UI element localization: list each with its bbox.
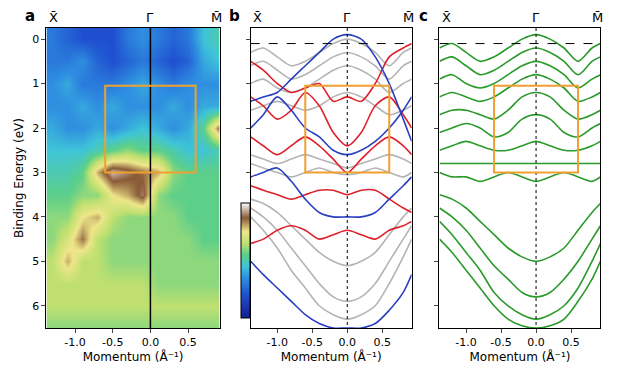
svg-text:0.0: 0.0 — [527, 336, 545, 349]
svg-text:X̄: X̄ — [253, 10, 262, 25]
svg-text:Γ̄: Γ̄ — [532, 10, 540, 25]
svg-text:X̄: X̄ — [442, 10, 451, 25]
svg-text:M̄: M̄ — [592, 10, 603, 25]
svg-text:a: a — [25, 7, 35, 25]
svg-text:3: 3 — [32, 166, 39, 179]
svg-text:-1.0: -1.0 — [64, 336, 85, 349]
svg-text:5: 5 — [32, 255, 39, 268]
svg-text:Binding Energy (eV): Binding Energy (eV) — [12, 118, 26, 238]
svg-text:6: 6 — [32, 300, 39, 313]
svg-text:4: 4 — [32, 211, 39, 224]
svg-text:M̄: M̄ — [403, 10, 414, 25]
svg-text:-0.5: -0.5 — [490, 336, 511, 349]
svg-text:Momentum (Å⁻¹): Momentum (Å⁻¹) — [281, 349, 382, 364]
svg-text:2: 2 — [32, 122, 39, 135]
svg-text:c: c — [419, 7, 428, 25]
svg-text:-1.0: -1.0 — [455, 336, 476, 349]
svg-text:0.5: 0.5 — [373, 336, 391, 349]
svg-text:Γ̄: Γ̄ — [343, 10, 351, 25]
svg-text:Momentum (Å⁻¹): Momentum (Å⁻¹) — [83, 349, 184, 364]
svg-text:M̄: M̄ — [211, 10, 222, 25]
svg-text:X̄: X̄ — [49, 10, 58, 25]
svg-text:-0.5: -0.5 — [302, 336, 323, 349]
svg-text:0.0: 0.0 — [142, 336, 160, 349]
svg-text:0: 0 — [32, 33, 39, 46]
svg-text:Momentum (Å⁻¹): Momentum (Å⁻¹) — [470, 349, 571, 364]
svg-text:-0.5: -0.5 — [102, 336, 123, 349]
svg-text:-1.0: -1.0 — [267, 336, 288, 349]
svg-text:0.0: 0.0 — [339, 336, 357, 349]
svg-text:1: 1 — [32, 77, 39, 90]
svg-text:0.5: 0.5 — [562, 336, 580, 349]
svg-text:b: b — [229, 7, 240, 25]
svg-text:Γ̄: Γ̄ — [146, 10, 154, 25]
svg-text:0.5: 0.5 — [179, 336, 197, 349]
